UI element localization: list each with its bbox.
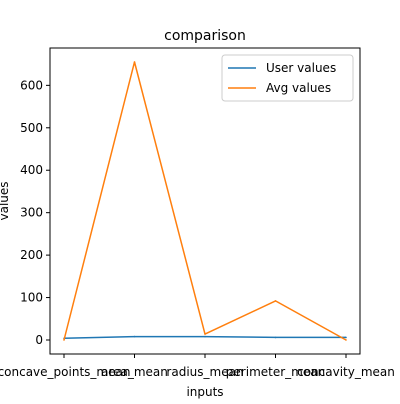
- legend-label-user: User values: [266, 61, 336, 75]
- x-axis-label: inputs: [186, 385, 223, 399]
- x-tick-label-3: perimeter_mean: [226, 365, 325, 379]
- series-1-point-1: [133, 61, 136, 63]
- series-line-1: [63, 61, 347, 341]
- y-tick-label-1: 100: [20, 291, 43, 305]
- legend-label-avg: Avg values: [266, 81, 331, 95]
- x-tick-label-4: concavity_mean: [297, 365, 395, 379]
- series-1-point-0: [63, 339, 65, 341]
- y-axis-label: values: [0, 181, 11, 220]
- x-tick-label-0: concave_points_mean: [0, 365, 130, 379]
- y-tick-label-6: 600: [20, 78, 43, 92]
- series-1-point-3: [274, 300, 277, 302]
- y-tick-label-4: 400: [20, 163, 43, 177]
- y-tick-label-5: 500: [20, 121, 43, 135]
- series-1-point-4: [345, 339, 347, 341]
- chart-title: comparison: [164, 28, 246, 44]
- y-tick-label-2: 200: [20, 248, 43, 262]
- x-tick-label-2: radius_mean: [166, 365, 243, 379]
- series-0-point-2: [204, 335, 206, 338]
- x-tick-label-1: area_mean: [101, 365, 168, 379]
- series-0-point-4: [345, 336, 347, 339]
- series-1-point-2: [204, 333, 206, 335]
- series-0-point-1: [133, 335, 136, 338]
- plot-area-frame: [49, 47, 361, 355]
- series-0-point-3: [274, 336, 277, 339]
- y-tick-label-3: 300: [20, 206, 43, 220]
- plot-layer: 0 100 200 300 400 500 600 concave_points_meanar…: [0, 61, 395, 379]
- legend-frame: [221, 54, 354, 102]
- y-tick-label-0: 0: [35, 333, 43, 347]
- legend: User values Avg values: [221, 54, 354, 102]
